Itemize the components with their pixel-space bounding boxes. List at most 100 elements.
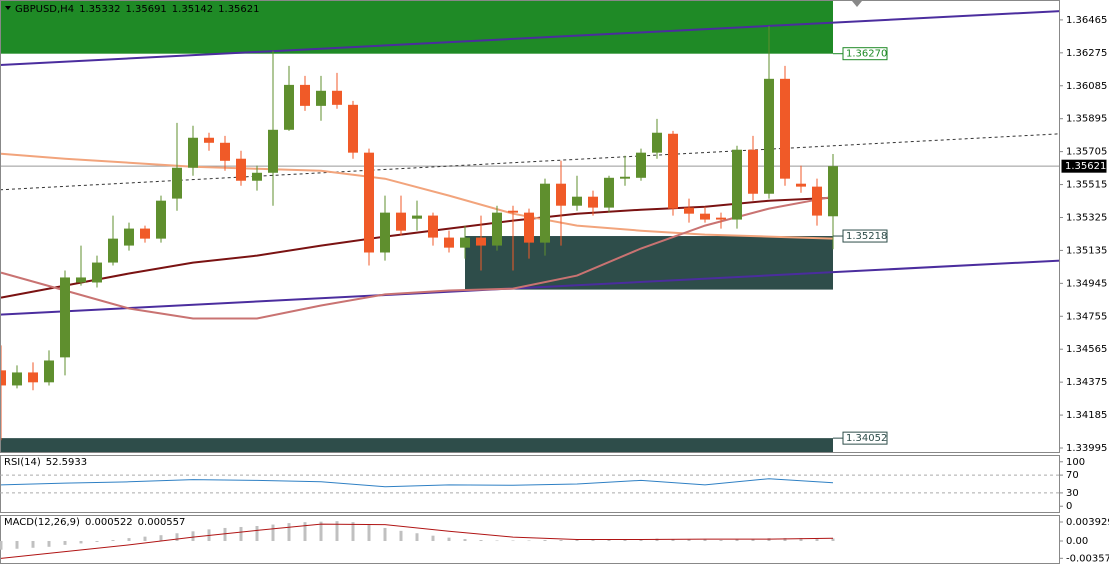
macd-bar [127, 538, 131, 541]
candle-body [636, 152, 646, 178]
y-tick-label: 1.34185 [1066, 410, 1107, 421]
header-low: 1.35142 [172, 4, 213, 15]
macd-bar [671, 539, 675, 541]
macd-bar [751, 539, 755, 541]
rsi-frame [0, 455, 1060, 513]
header-open: 1.35332 [79, 4, 120, 15]
candle-body [428, 215, 438, 238]
y-tick-label: 1.34565 [1066, 344, 1107, 355]
macd-bar [511, 540, 515, 542]
candle-body [396, 212, 406, 231]
moving-average [0, 195, 834, 320]
moving-average [0, 152, 834, 240]
y-tick-label: 1.33995 [1066, 443, 1107, 454]
candle-body [652, 132, 662, 153]
candle-body [700, 213, 710, 220]
macd-bar [431, 535, 435, 541]
y-tick-label: 100 [1066, 457, 1085, 468]
macd-bar [111, 540, 115, 541]
signal-value: 0.000557 [138, 517, 186, 528]
candle-body [348, 104, 358, 153]
macd-bar [367, 525, 371, 541]
price-tag-label: 1.34052 [846, 433, 887, 444]
candle-body [732, 149, 742, 220]
macd-bar [287, 523, 291, 541]
macd-bar [607, 539, 611, 541]
candle-body [44, 360, 54, 383]
macd-bar [415, 533, 419, 541]
candle-body [60, 277, 70, 358]
candle-body [300, 84, 310, 106]
candle-body [380, 212, 390, 253]
y-tick-label: 1.35135 [1066, 245, 1107, 256]
macd-bar [543, 540, 547, 541]
candle-body [156, 200, 166, 239]
macd-bar [271, 524, 275, 541]
candle-body [332, 90, 342, 105]
macd-value: 0.000522 [85, 517, 133, 528]
candle-body [92, 262, 102, 283]
macd-bar [639, 539, 643, 541]
y-tick-label: 1.34755 [1066, 311, 1107, 322]
macd-bar [63, 540, 67, 545]
macd-header: MACD(12,26,9) 0.000522 0.000557 [4, 517, 185, 528]
macd-bar [447, 537, 451, 541]
zone [0, 438, 833, 452]
y-tick-label: 0.003929 [1066, 517, 1109, 528]
candle-body [76, 277, 86, 283]
macd-bar [687, 539, 691, 541]
candle-body [412, 215, 422, 219]
macd-bar [175, 533, 179, 541]
macd-bar [703, 539, 707, 541]
rsi-value: 52.5933 [46, 457, 87, 468]
header-high: 1.35691 [125, 4, 166, 15]
candle-body [364, 152, 374, 253]
macd-bar [623, 539, 627, 541]
candle-body [572, 196, 582, 206]
y-tick-label: 1.34945 [1066, 278, 1107, 289]
candle-body [812, 186, 822, 216]
y-tick-label: 1.35325 [1066, 212, 1107, 223]
macd-bar [591, 540, 595, 541]
trend-line [0, 10, 1061, 66]
candle-body [28, 372, 38, 383]
candle-body [796, 183, 806, 187]
candle-body [748, 149, 758, 194]
candle-body [764, 78, 774, 194]
candle-body [460, 237, 470, 248]
candle-body [524, 212, 534, 243]
price-tag-label: 1.35621 [1065, 161, 1106, 172]
y-tick-label: 30 [1066, 488, 1079, 499]
macd-bar [479, 540, 483, 541]
macd-bar [239, 526, 243, 541]
candle-body [444, 237, 454, 248]
candle-body [220, 142, 230, 161]
y-tick-label: 0.00 [1066, 536, 1088, 547]
candle-body [476, 237, 486, 246]
candle-body [684, 207, 694, 214]
macd-bar [463, 539, 467, 541]
macd-bar [95, 540, 99, 542]
macd-bar [303, 522, 307, 541]
candle-body [124, 228, 134, 246]
macd-bar [735, 539, 739, 541]
macd-bar [575, 540, 579, 541]
macd-bar [783, 538, 787, 541]
y-tick-label: 1.35515 [1066, 180, 1107, 191]
macd-bar [399, 530, 403, 541]
macd-bar [559, 540, 563, 541]
candle-body [604, 177, 614, 208]
price-tag-label: 1.36270 [846, 49, 887, 60]
shift-marker [852, 1, 862, 7]
macd-frame [0, 515, 1060, 564]
macd-bar [495, 540, 499, 542]
candle-body [252, 172, 262, 181]
candle-body [140, 228, 150, 239]
candle-body [508, 210, 518, 213]
macd-bar [0, 540, 3, 550]
macd-bar [159, 535, 163, 541]
candle-body [828, 166, 838, 217]
candle-body [492, 212, 502, 246]
candle-body [188, 137, 198, 168]
price-tag-label: 1.35218 [846, 231, 887, 242]
